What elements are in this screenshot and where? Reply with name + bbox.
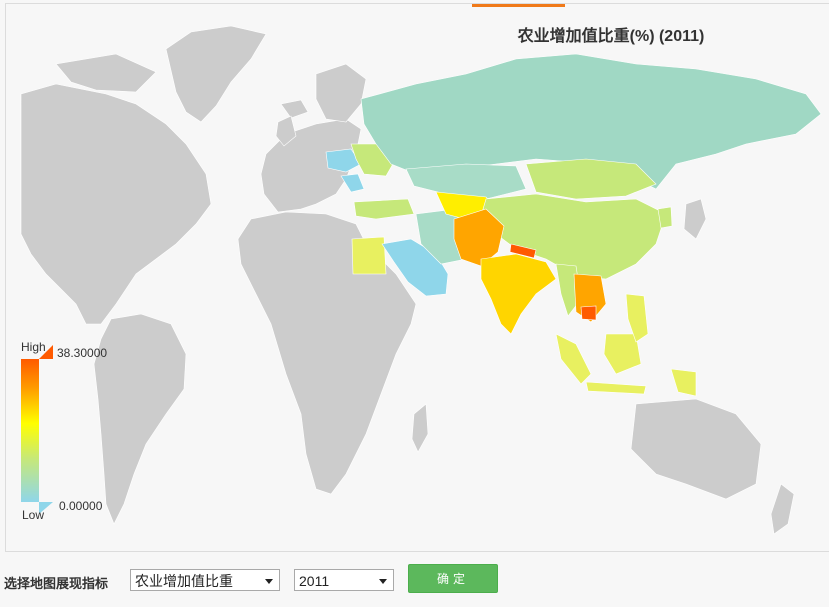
dropdown-caret-icon [265, 579, 273, 584]
legend-low-marker [39, 502, 53, 514]
greenland[interactable] [165, 25, 267, 123]
indicator-controls: 选择地图展现指标 农业增加值比重 2011 确定 [4, 564, 824, 594]
year-select[interactable]: 2011 [294, 569, 394, 591]
top-accent-bar [472, 4, 565, 7]
south-america[interactable] [93, 313, 187, 525]
indicator-select[interactable]: 农业增加值比重 [130, 569, 280, 591]
egypt[interactable] [351, 236, 387, 275]
philippines[interactable] [625, 293, 649, 343]
nepal[interactable] [509, 243, 537, 259]
legend-low-label: Low [22, 508, 45, 522]
dropdown-caret-icon [379, 579, 387, 584]
india[interactable] [480, 253, 557, 335]
ukraine[interactable] [325, 148, 362, 173]
legend-color-scale [21, 359, 39, 502]
africa[interactable] [237, 211, 417, 495]
indicator-select-label: 选择地图展现指标 [4, 576, 109, 591]
balkans[interactable] [340, 173, 365, 193]
turkey[interactable] [353, 198, 415, 220]
korea[interactable] [657, 206, 673, 229]
iceland[interactable] [280, 99, 309, 119]
australia[interactable] [630, 398, 762, 500]
legend-max-value: 38.30000 [57, 346, 108, 360]
year-select-value: 2011 [299, 573, 330, 589]
indicator-select-value: 农业增加值比重 [135, 573, 233, 589]
north-america[interactable] [20, 83, 212, 325]
map-panel: 农业增加值比重(%) (2011) High 38.30000 0.00000 … [5, 3, 829, 552]
confirm-button[interactable]: 确定 [408, 564, 498, 593]
java[interactable] [585, 381, 647, 395]
legend-min-value: 0.00000 [59, 499, 103, 513]
uk[interactable] [275, 115, 297, 147]
map-title: 农业增加值比重(%) (2011) [517, 28, 705, 45]
mongolia[interactable] [525, 158, 657, 200]
kazakhstan[interactable] [405, 163, 527, 200]
legend-high-marker [39, 345, 53, 359]
sumatra[interactable] [555, 333, 592, 385]
arctic-islands[interactable] [55, 53, 157, 93]
scandinavia[interactable] [315, 63, 367, 123]
borneo[interactable] [603, 333, 642, 375]
cambodia[interactable] [580, 305, 597, 321]
world-map[interactable] [16, 4, 829, 551]
madagascar[interactable] [411, 403, 429, 453]
japan[interactable] [683, 198, 707, 240]
new-zealand[interactable] [770, 483, 795, 535]
papua[interactable] [670, 368, 697, 397]
